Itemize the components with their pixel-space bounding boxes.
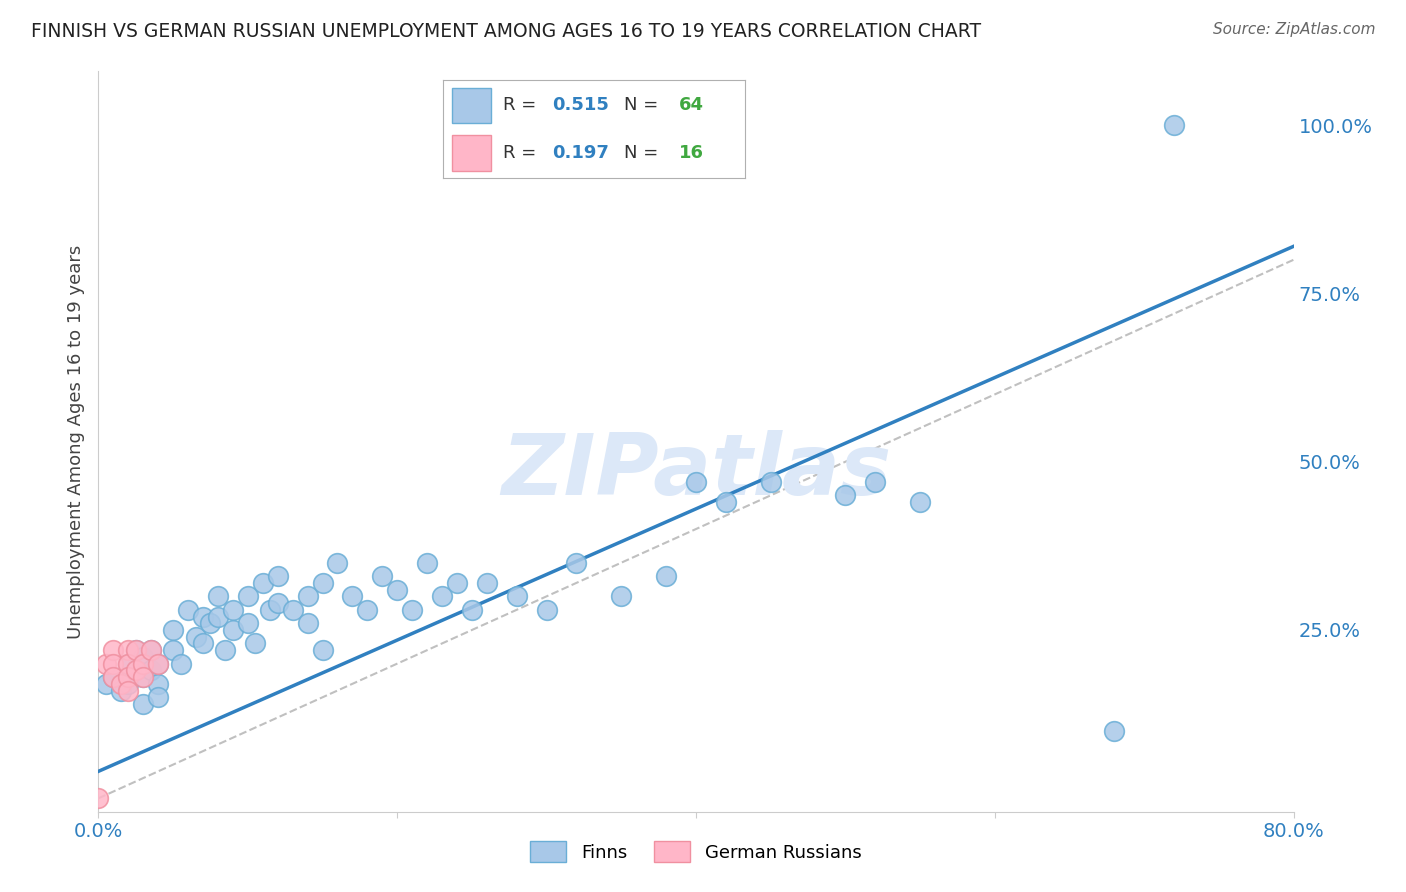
Point bbox=[162, 623, 184, 637]
Point bbox=[169, 657, 191, 671]
Point bbox=[326, 556, 349, 570]
Point bbox=[207, 590, 229, 604]
Point bbox=[655, 569, 678, 583]
Point bbox=[132, 670, 155, 684]
Point bbox=[245, 636, 267, 650]
Point bbox=[385, 582, 409, 597]
Point bbox=[117, 677, 139, 691]
Point bbox=[610, 590, 633, 604]
Point bbox=[117, 683, 139, 698]
Point bbox=[110, 677, 132, 691]
Point bbox=[125, 664, 148, 678]
Text: R =: R = bbox=[503, 96, 543, 114]
Point bbox=[259, 603, 281, 617]
Point bbox=[685, 475, 707, 489]
Text: 64: 64 bbox=[679, 96, 703, 114]
Text: 16: 16 bbox=[679, 144, 703, 161]
Text: FINNISH VS GERMAN RUSSIAN UNEMPLOYMENT AMONG AGES 16 TO 19 YEARS CORRELATION CHA: FINNISH VS GERMAN RUSSIAN UNEMPLOYMENT A… bbox=[31, 22, 981, 41]
Text: 0.515: 0.515 bbox=[551, 96, 609, 114]
Point bbox=[311, 575, 333, 590]
Point bbox=[110, 683, 132, 698]
Text: 0.197: 0.197 bbox=[551, 144, 609, 161]
Point bbox=[236, 590, 259, 604]
Point bbox=[148, 657, 170, 671]
Text: N =: N = bbox=[624, 144, 664, 161]
Point bbox=[222, 623, 245, 637]
Point bbox=[200, 616, 222, 631]
Text: Source: ZipAtlas.com: Source: ZipAtlas.com bbox=[1212, 22, 1375, 37]
Point bbox=[446, 575, 468, 590]
Point bbox=[252, 575, 274, 590]
Point bbox=[475, 575, 498, 590]
Point bbox=[103, 643, 125, 657]
Point bbox=[132, 697, 155, 711]
Point bbox=[125, 643, 148, 657]
Point bbox=[148, 657, 170, 671]
Point bbox=[311, 643, 333, 657]
Point bbox=[94, 657, 117, 671]
Point bbox=[177, 603, 200, 617]
Point bbox=[162, 643, 184, 657]
Point bbox=[207, 609, 229, 624]
Point bbox=[834, 488, 856, 502]
Point bbox=[191, 609, 214, 624]
Text: R =: R = bbox=[503, 144, 543, 161]
Point bbox=[1163, 118, 1185, 132]
Point bbox=[401, 603, 423, 617]
Point bbox=[125, 664, 148, 678]
Point bbox=[117, 657, 139, 671]
Y-axis label: Unemployment Among Ages 16 to 19 years: Unemployment Among Ages 16 to 19 years bbox=[66, 244, 84, 639]
Point bbox=[267, 596, 290, 610]
Point bbox=[1104, 723, 1126, 738]
Point bbox=[371, 569, 394, 583]
Point bbox=[103, 670, 125, 684]
Point bbox=[191, 636, 214, 650]
Point bbox=[267, 569, 290, 583]
Point bbox=[139, 643, 162, 657]
Point bbox=[148, 677, 170, 691]
Point bbox=[132, 649, 155, 664]
Point bbox=[103, 670, 125, 684]
Bar bbox=[451, 136, 491, 170]
Point bbox=[356, 603, 378, 617]
Point bbox=[865, 475, 887, 489]
Point bbox=[236, 616, 259, 631]
Point bbox=[297, 616, 319, 631]
Point bbox=[430, 590, 453, 604]
Point bbox=[297, 590, 319, 604]
Point bbox=[94, 677, 117, 691]
Point bbox=[117, 670, 139, 684]
Point bbox=[714, 495, 737, 509]
Point bbox=[117, 657, 139, 671]
Point bbox=[342, 590, 364, 604]
Point bbox=[132, 657, 155, 671]
Legend: Finns, German Russians: Finns, German Russians bbox=[523, 834, 869, 870]
Point bbox=[506, 590, 529, 604]
Point bbox=[87, 791, 110, 805]
Point bbox=[222, 603, 245, 617]
Text: ZIPatlas: ZIPatlas bbox=[501, 430, 891, 513]
Bar bbox=[451, 88, 491, 123]
Text: N =: N = bbox=[624, 96, 664, 114]
Point bbox=[214, 643, 236, 657]
Point bbox=[565, 556, 588, 570]
Point bbox=[103, 657, 125, 671]
Point bbox=[461, 603, 484, 617]
Point bbox=[759, 475, 782, 489]
Point bbox=[139, 664, 162, 678]
Point bbox=[139, 643, 162, 657]
Point bbox=[125, 643, 148, 657]
Point bbox=[908, 495, 931, 509]
Point bbox=[281, 603, 304, 617]
Point bbox=[117, 643, 139, 657]
Point bbox=[416, 556, 439, 570]
Point bbox=[148, 690, 170, 705]
Point bbox=[184, 630, 207, 644]
Point bbox=[536, 603, 558, 617]
Point bbox=[132, 670, 155, 684]
